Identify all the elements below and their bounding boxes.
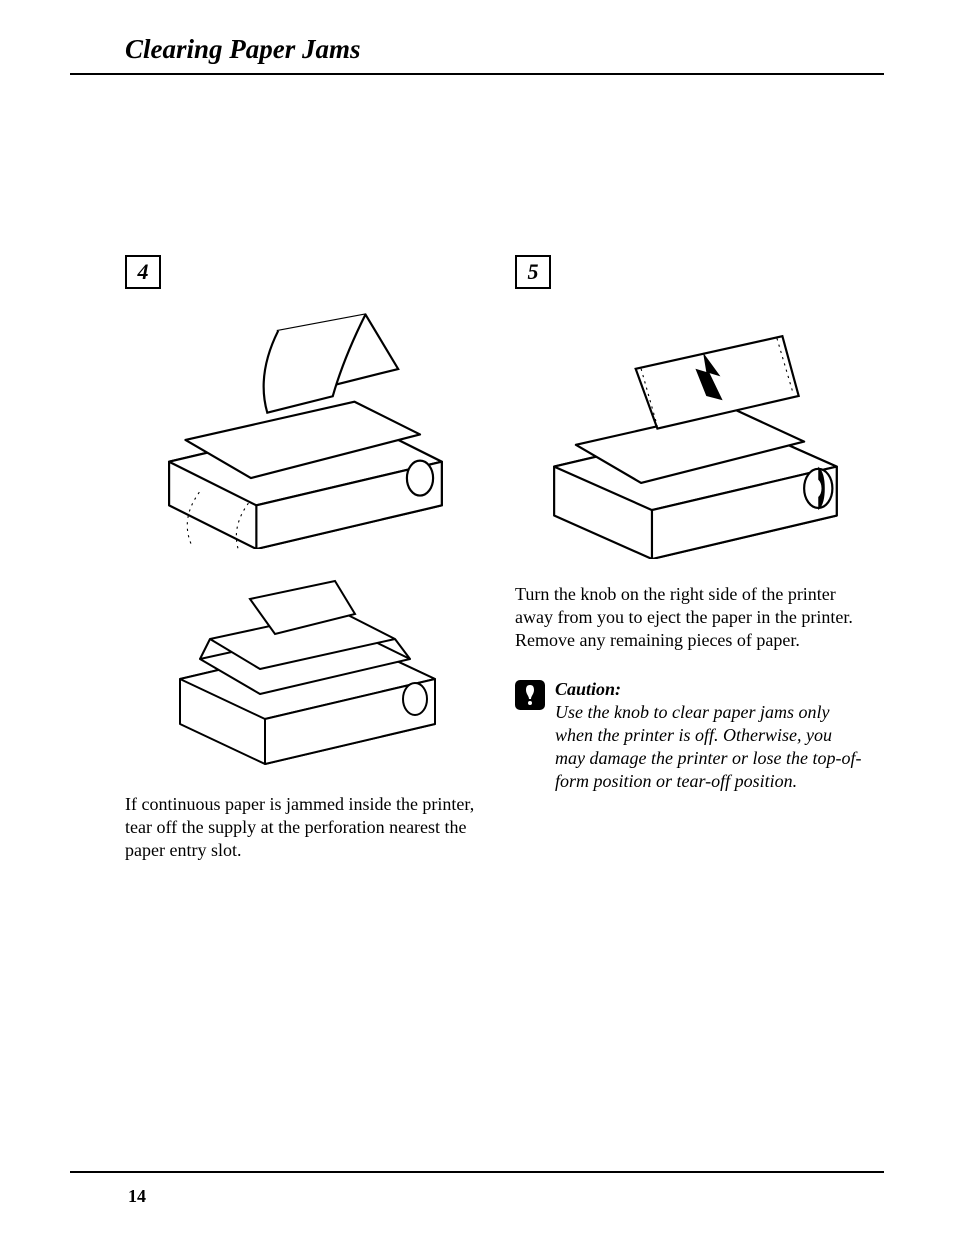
- step-number-box: 4: [125, 255, 161, 289]
- step-5-text: Turn the knob on the right side of the p…: [515, 583, 865, 652]
- printer-illustration-3-icon: [515, 309, 865, 559]
- header-rule: [70, 73, 884, 75]
- step-number: 5: [528, 259, 539, 285]
- figure-printer-paper-feed: [125, 309, 475, 549]
- right-column: 5: [515, 255, 865, 862]
- printer-illustration-1-icon: [125, 309, 475, 549]
- step-4-text: If continuous paper is jammed inside the…: [125, 793, 475, 862]
- page-number: 14: [128, 1186, 146, 1207]
- caution-icon: [515, 680, 545, 710]
- caution-block: Caution: Use the knob to clear paper jam…: [515, 678, 865, 793]
- content-area: 4: [70, 255, 884, 862]
- caution-text: Caution: Use the knob to clear paper jam…: [555, 678, 865, 793]
- printer-illustration-2-icon: [125, 569, 475, 769]
- figure-printer-eject: [515, 309, 865, 559]
- figure-printer-closed: [125, 569, 475, 769]
- footer-rule: [70, 1171, 884, 1173]
- page: Clearing Paper Jams 4: [0, 0, 954, 1235]
- step-number-box: 5: [515, 255, 551, 289]
- left-column: 4: [125, 255, 475, 862]
- page-title: Clearing Paper Jams: [70, 34, 884, 71]
- step-number: 4: [138, 259, 149, 285]
- caution-body: Use the knob to clear paper jams only wh…: [555, 702, 861, 791]
- caution-heading: Caution:: [555, 679, 621, 699]
